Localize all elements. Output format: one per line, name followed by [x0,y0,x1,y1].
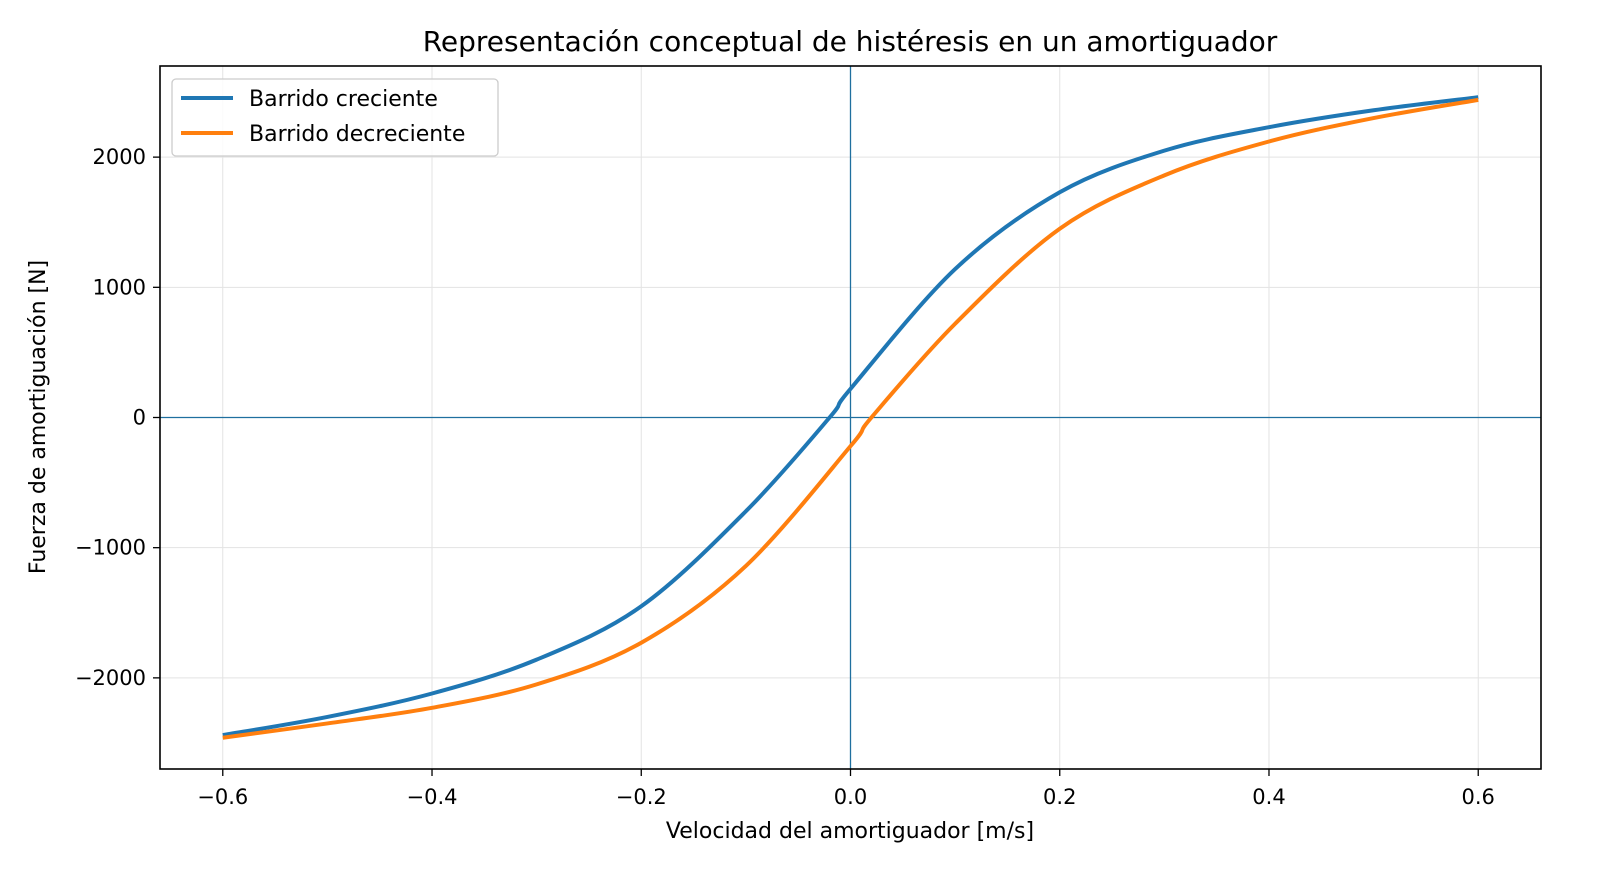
x-tick-label: 0.4 [1252,785,1285,809]
y-tick-label: −2000 [75,666,146,690]
x-tick-label: −0.6 [197,785,248,809]
y-tick-label: 0 [133,406,146,430]
chart-title: Representación conceptual de histéresis … [423,25,1278,58]
x-tick-label: 0.0 [834,785,867,809]
x-tick-label: 0.2 [1043,785,1076,809]
y-axis: −2000 −1000 0 1000 2000 [75,145,160,690]
series-line-1 [222,95,1479,738]
x-tick-label: 0.6 [1462,785,1495,809]
y-axis-label: Fuerza de amortiguación [N] [26,260,51,574]
legend-box [171,78,499,157]
reference-lines [160,66,1541,769]
series-line-2 [222,97,1479,740]
legend-label: Barrido decreciente [249,122,465,147]
y-tick-label: 1000 [93,275,146,299]
x-axis: −0.6 −0.4 −0.2 0.0 0.2 0.4 0.6 [197,769,1495,809]
legend-label: Barrido creciente [249,87,438,112]
y-tick-label: 2000 [93,145,146,169]
legend: Barrido creciente Barrido decreciente [171,78,499,157]
x-axis-label: Velocidad del amortiguador [m/s] [666,819,1034,844]
x-tick-label: −0.2 [616,785,667,809]
y-tick-label: −1000 [75,536,146,560]
series-lines [222,95,1479,740]
x-tick-label: −0.4 [407,785,458,809]
